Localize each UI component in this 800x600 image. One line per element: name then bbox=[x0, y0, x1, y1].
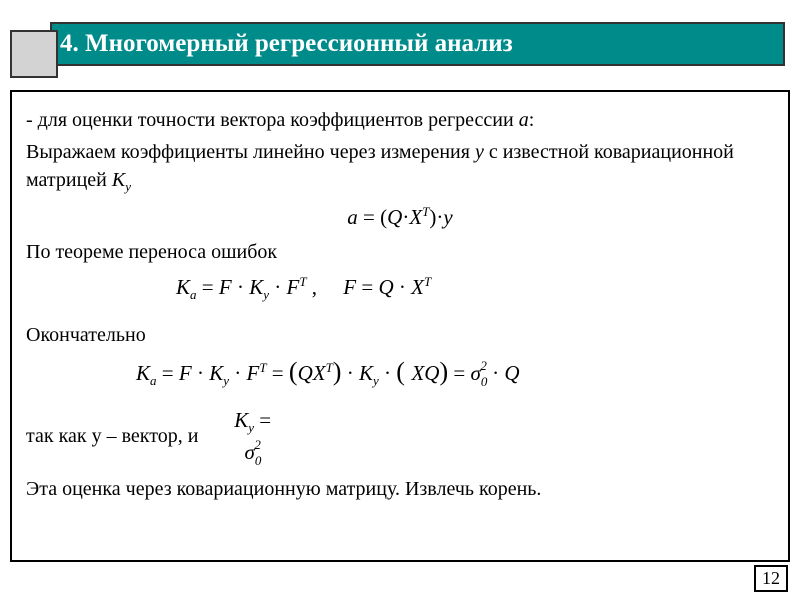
f-rp2: ) bbox=[439, 357, 448, 386]
f-qxsup: T bbox=[326, 360, 333, 375]
formula-3: Ka = F · Ky · FT = (QXT) · Ky · ( XQ) = … bbox=[136, 357, 774, 390]
formula-4: Ky = σ02 bbox=[223, 408, 282, 468]
f-f2: F bbox=[343, 275, 356, 299]
text: - для оценки точности вектора коэффициен… bbox=[26, 109, 519, 131]
para-2: Выражаем коэффициенты линейно через изме… bbox=[26, 138, 774, 196]
formula-1: a = (Q·XT)·y bbox=[26, 204, 774, 230]
sub-y: y bbox=[125, 179, 131, 194]
f-ky: K bbox=[209, 361, 223, 385]
f-lp2: ( bbox=[396, 357, 411, 386]
f-ky: K bbox=[234, 408, 248, 432]
para-5: так как y – вектор, и bbox=[26, 422, 213, 450]
f-a: a bbox=[347, 205, 358, 229]
f-sigmasup: 2 bbox=[254, 437, 261, 452]
f-sigmasub: 0 bbox=[255, 453, 262, 468]
f-eq3: = bbox=[448, 361, 470, 385]
f-eq2: = bbox=[267, 361, 289, 385]
var-y: y bbox=[475, 141, 484, 163]
f-f: F bbox=[219, 275, 232, 299]
var-a: a bbox=[519, 109, 529, 131]
f-xsup: T bbox=[424, 274, 431, 289]
f-dot: · bbox=[394, 275, 412, 299]
text: Выражаем коэффициенты линейно через изме… bbox=[26, 141, 475, 163]
para-3: По теореме переноса ошибок bbox=[26, 238, 774, 266]
f-dot: · bbox=[229, 361, 247, 385]
f-ftsup: T bbox=[299, 274, 306, 289]
f-dot: · bbox=[341, 361, 359, 385]
slide-title: 4. Многомерный регрессионный анализ bbox=[60, 30, 513, 58]
f-ka: K bbox=[176, 275, 190, 299]
f-qx: QX bbox=[298, 361, 326, 385]
f-f: F bbox=[179, 361, 192, 385]
f-lp: ( bbox=[289, 357, 298, 386]
f-ft: F bbox=[286, 275, 299, 299]
f-ft: F bbox=[246, 361, 259, 385]
f-eq: = bbox=[254, 408, 271, 432]
header-decor-box bbox=[10, 30, 58, 78]
f-q: Q bbox=[387, 205, 402, 229]
f-close: )· bbox=[429, 205, 443, 229]
f-comma: , bbox=[307, 275, 344, 299]
formula-2: Ka = F · Ky · FT , F = Q · XT bbox=[176, 274, 774, 303]
para-1: - для оценки точности вектора коэффициен… bbox=[26, 106, 774, 134]
f-eq: = bbox=[157, 361, 179, 385]
para-4: Окончательно bbox=[26, 321, 774, 349]
f-dot: · bbox=[232, 275, 250, 299]
f-dot: · bbox=[269, 275, 287, 299]
f-dot: · bbox=[192, 361, 210, 385]
f-xq: XQ bbox=[411, 361, 439, 385]
f-eq: = bbox=[197, 275, 219, 299]
f-x: X bbox=[409, 205, 422, 229]
slide-header: 4. Многомерный регрессионный анализ bbox=[50, 22, 785, 66]
f-ka: K bbox=[136, 361, 150, 385]
f-x: X bbox=[411, 275, 424, 299]
para-5-row: так как y – вектор, и Ky = σ02 bbox=[26, 408, 774, 468]
f-eq: = ( bbox=[358, 205, 387, 229]
f-dot: · bbox=[487, 361, 505, 385]
content-frame: - для оценки точности вектора коэффициен… bbox=[10, 90, 790, 562]
f-eq2: = bbox=[356, 275, 378, 299]
f-q: Q bbox=[378, 275, 393, 299]
page-number: 12 bbox=[754, 565, 788, 592]
para-6: Эта оценка через ковариационную матрицу.… bbox=[26, 475, 774, 503]
f-y: y bbox=[443, 205, 452, 229]
text: : bbox=[529, 109, 535, 131]
var-k: K bbox=[112, 169, 125, 191]
f-ftsup: T bbox=[259, 360, 266, 375]
f-q2: Q bbox=[504, 361, 519, 385]
f-dot: · bbox=[379, 361, 397, 385]
f-ky2: K bbox=[359, 361, 373, 385]
f-ky: K bbox=[249, 275, 263, 299]
